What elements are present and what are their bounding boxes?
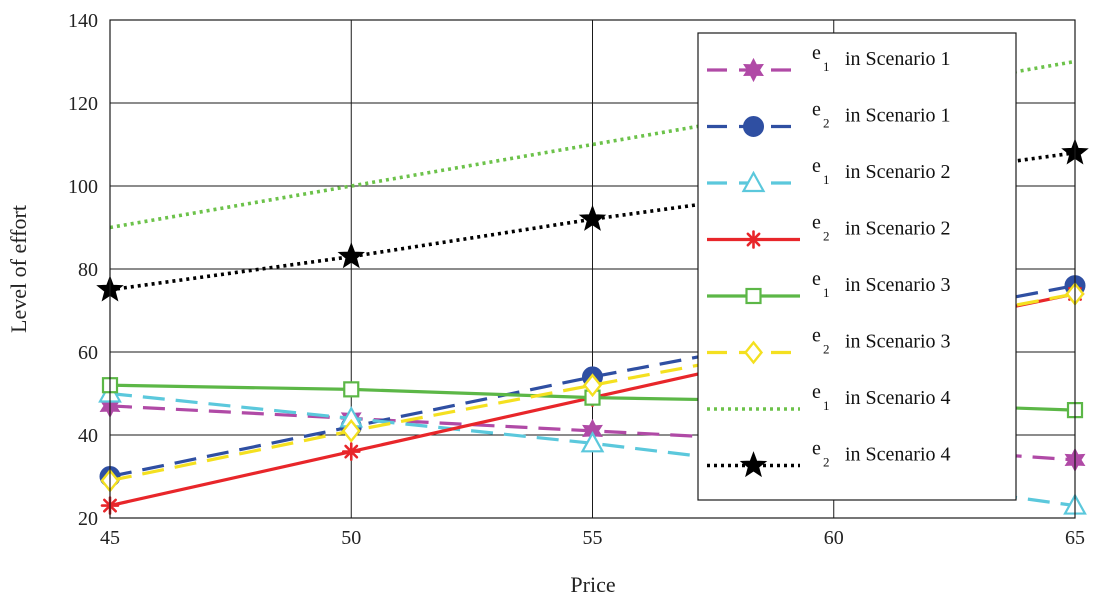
x-tick-label: 65 xyxy=(1065,527,1085,549)
legend-label: in Scenario 3 xyxy=(845,274,951,296)
legend-marker xyxy=(743,116,764,137)
legend-item: e1 in Scenario 3 xyxy=(707,268,951,305)
y-axis-label: Level of effort xyxy=(6,205,31,333)
data-point xyxy=(341,418,361,443)
data-point xyxy=(582,373,603,398)
series-line xyxy=(109,59,1076,230)
data-point xyxy=(337,242,365,269)
legend-marker xyxy=(739,451,768,478)
legend-subscript: 2 xyxy=(823,229,830,244)
legend-label: in Scenario 2 xyxy=(845,161,951,183)
legend-variable: e xyxy=(812,268,821,290)
data-point xyxy=(580,431,605,453)
y-tick-label: 40 xyxy=(78,425,98,447)
legend-label: in Scenario 1 xyxy=(845,48,951,70)
legend-variable: e xyxy=(812,325,821,347)
legend-label: in Scenario 2 xyxy=(845,218,951,240)
y-tick-label: 140 xyxy=(68,10,98,32)
legend-item: e1 in Scenario 2 xyxy=(707,155,951,193)
series-7 xyxy=(109,59,1076,230)
y-tick-label: 120 xyxy=(68,93,98,115)
y-tick-label: 80 xyxy=(78,259,98,281)
legend-item: e2 in Scenario 1 xyxy=(707,99,951,137)
legend-variable: e xyxy=(812,99,821,121)
data-point xyxy=(578,204,607,231)
tick-labels: 45 50 55 60 65 20 40 60 80 100 120 140 xyxy=(68,10,1085,549)
legend-item: e1 in Scenario 1 xyxy=(707,42,951,83)
legend-subscript: 1 xyxy=(823,285,830,300)
plot-frame xyxy=(109,19,1076,519)
legend-subscript: 1 xyxy=(823,59,830,74)
legend-variable: e xyxy=(812,381,821,403)
legend-subscript: 2 xyxy=(823,455,830,470)
y-tick-label: 20 xyxy=(78,508,98,530)
legend-item: e2 in Scenario 3 xyxy=(707,325,951,365)
legend-subscript: 2 xyxy=(823,342,830,357)
y-tick-label: 60 xyxy=(78,342,98,364)
legend-label: in Scenario 4 xyxy=(845,387,951,409)
legend-variable: e xyxy=(812,438,821,460)
legend-label: in Scenario 1 xyxy=(845,105,951,127)
legend-label: in Scenario 3 xyxy=(845,331,951,353)
legend: e1 in Scenario 1e2 in Scenario 1e1 in Scena… xyxy=(697,32,1017,501)
legend-marker xyxy=(745,287,762,305)
legend-variable: e xyxy=(812,155,821,177)
legend-marker xyxy=(741,170,766,193)
data-point xyxy=(341,442,361,461)
legend-variable: e xyxy=(812,42,821,64)
legend-subscript: 1 xyxy=(823,172,830,187)
x-tick-label: 50 xyxy=(341,527,361,549)
legend-item: e2 in Scenario 2 xyxy=(707,212,951,249)
x-tick-label: 60 xyxy=(824,527,844,549)
legend-box xyxy=(697,32,1017,501)
legend-items: e1 in Scenario 1e2 in Scenario 1e1 in Scena… xyxy=(707,42,951,478)
x-axis-label: Price xyxy=(570,572,615,597)
legend-marker xyxy=(743,57,764,83)
legend-marker xyxy=(744,230,763,249)
y-tick-label: 100 xyxy=(68,176,98,198)
legend-subscript: 2 xyxy=(823,116,830,131)
legend-subscript: 1 xyxy=(823,398,830,413)
data-point xyxy=(343,381,360,398)
legend-label: in Scenario 4 xyxy=(845,444,951,466)
legend-marker xyxy=(743,340,764,365)
x-tick-label: 45 xyxy=(100,527,120,549)
legend-item: e1 in Scenario 4 xyxy=(707,381,951,413)
legend-variable: e xyxy=(812,212,821,234)
x-tick-label: 55 xyxy=(583,527,603,549)
legend-item: e2 in Scenario 4 xyxy=(707,438,951,478)
